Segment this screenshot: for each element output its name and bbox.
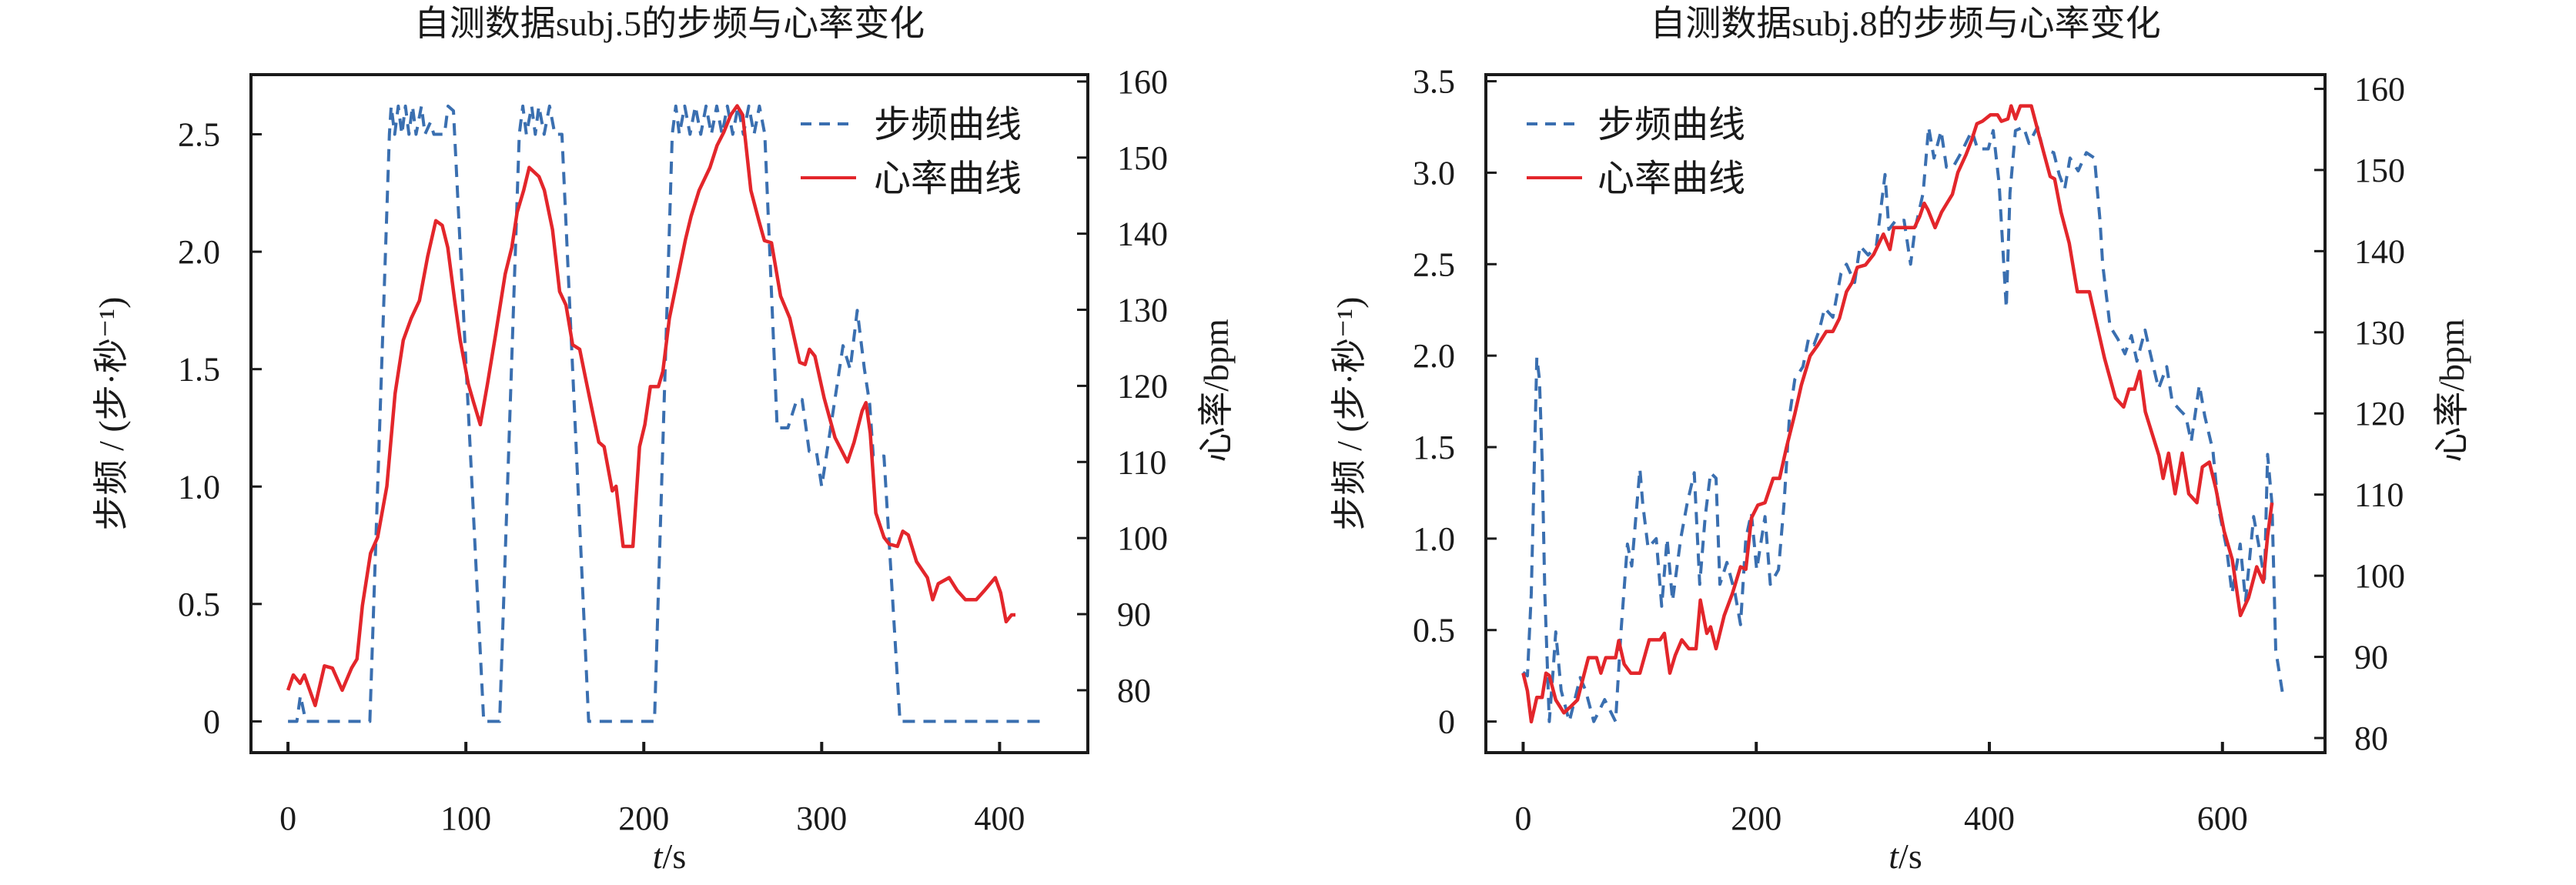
y-tick-label: 1.0 <box>178 468 220 506</box>
y-tick-label: 2.5 <box>178 116 220 154</box>
legend-label: 心率曲线 <box>874 159 1022 199</box>
x-tick-label: 0 <box>1514 800 1531 837</box>
legend-label: 步频曲线 <box>1597 105 1745 145</box>
x-axis-label-unit: /s <box>1899 837 1922 876</box>
chart-1: 自测数据subj.5的步频与心率变化 0 100 200 300 400 0 0.5 1.0 1.… <box>92 4 1236 876</box>
legend-label: 心率曲线 <box>1597 159 1745 199</box>
x-tick-label: 300 <box>796 800 847 837</box>
y-tick-label: 3.0 <box>1413 154 1455 192</box>
x-tick-label: 200 <box>1731 800 1781 837</box>
y2-tick-label: 80 <box>2354 720 2388 757</box>
y2-tick-label: 90 <box>2354 639 2388 676</box>
y2-tick-label: 140 <box>1117 215 1168 253</box>
y2-tick-label: 130 <box>1117 292 1168 329</box>
y2-tick-label: 90 <box>1117 596 1151 633</box>
chart-title: 自测数据subj.5的步频与心率变化 <box>414 4 925 43</box>
legend-label: 步频曲线 <box>874 105 1022 145</box>
y-tick-label: 2.0 <box>1413 337 1455 375</box>
x-axis-label-variable: t <box>653 837 664 876</box>
x-tick-label: 400 <box>1964 800 2015 837</box>
x-tick-label: 0 <box>279 800 296 837</box>
plot-frame <box>249 73 1089 754</box>
x-tick-label: 100 <box>440 800 491 837</box>
y-tick-label: 1.5 <box>178 351 220 389</box>
y-tick-label: 3.5 <box>1413 63 1455 101</box>
y2-tick-label: 150 <box>1117 139 1168 177</box>
y2-tick-label: 150 <box>2354 152 2405 189</box>
y-tick-label: 0 <box>1438 703 1455 741</box>
y2-tick-label: 80 <box>1117 672 1151 710</box>
y2-tick-label: 130 <box>2354 314 2405 352</box>
y2-tick-label: 140 <box>2354 232 2405 270</box>
y2-axis-label: 心率/bpm <box>2432 319 2471 463</box>
y-tick-label: 1.5 <box>1413 429 1455 466</box>
x-axis-label-unit: /s <box>663 837 687 876</box>
y2-tick-label: 100 <box>2354 557 2405 595</box>
chart-title: 自测数据subj.8的步频与心率变化 <box>1650 4 2160 43</box>
y2-axis-label: 心率/bpm <box>1196 319 1236 463</box>
y-axis-label: 步频 / (步·秒⁻¹) <box>92 297 131 531</box>
y-axis-label: 步频 / (步·秒⁻¹) <box>1330 297 1369 531</box>
x-tick-label: 600 <box>2197 800 2248 837</box>
heart-rate-line <box>286 104 1015 707</box>
y2-tick-label: 160 <box>2354 70 2405 108</box>
y-tick-label: 0.5 <box>178 586 220 623</box>
y2-tick-label: 120 <box>2354 395 2405 432</box>
y-tick-label: 1.0 <box>1413 520 1455 558</box>
x-tick-label: 400 <box>974 800 1025 837</box>
step-frequency-line <box>288 104 1041 723</box>
heart-rate-line <box>1521 104 2274 724</box>
step-frequency-line <box>1522 125 2284 723</box>
y2-tick-label: 110 <box>1117 443 1166 481</box>
y2-tick-label: 160 <box>1117 63 1168 101</box>
chart-2: 自测数据subj.8的步频与心率变化 0 200 400 600 0 0.5 1.0 1.5 2.… <box>1330 4 2471 876</box>
x-tick-label: 200 <box>618 800 669 837</box>
y2-tick-label: 100 <box>1117 519 1168 557</box>
y-tick-label: 2.5 <box>1413 245 1455 283</box>
y-tick-label: 2.0 <box>178 233 220 271</box>
x-axis-label: t/s <box>1889 837 1922 876</box>
y-tick-label: 0.5 <box>1413 612 1455 650</box>
y2-tick-label: 120 <box>1117 367 1168 405</box>
y-tick-label: 0 <box>203 703 220 740</box>
x-axis-label-variable: t <box>1889 837 1899 876</box>
y2-tick-label: 110 <box>2354 476 2404 514</box>
x-axis-label: t/s <box>653 837 686 876</box>
